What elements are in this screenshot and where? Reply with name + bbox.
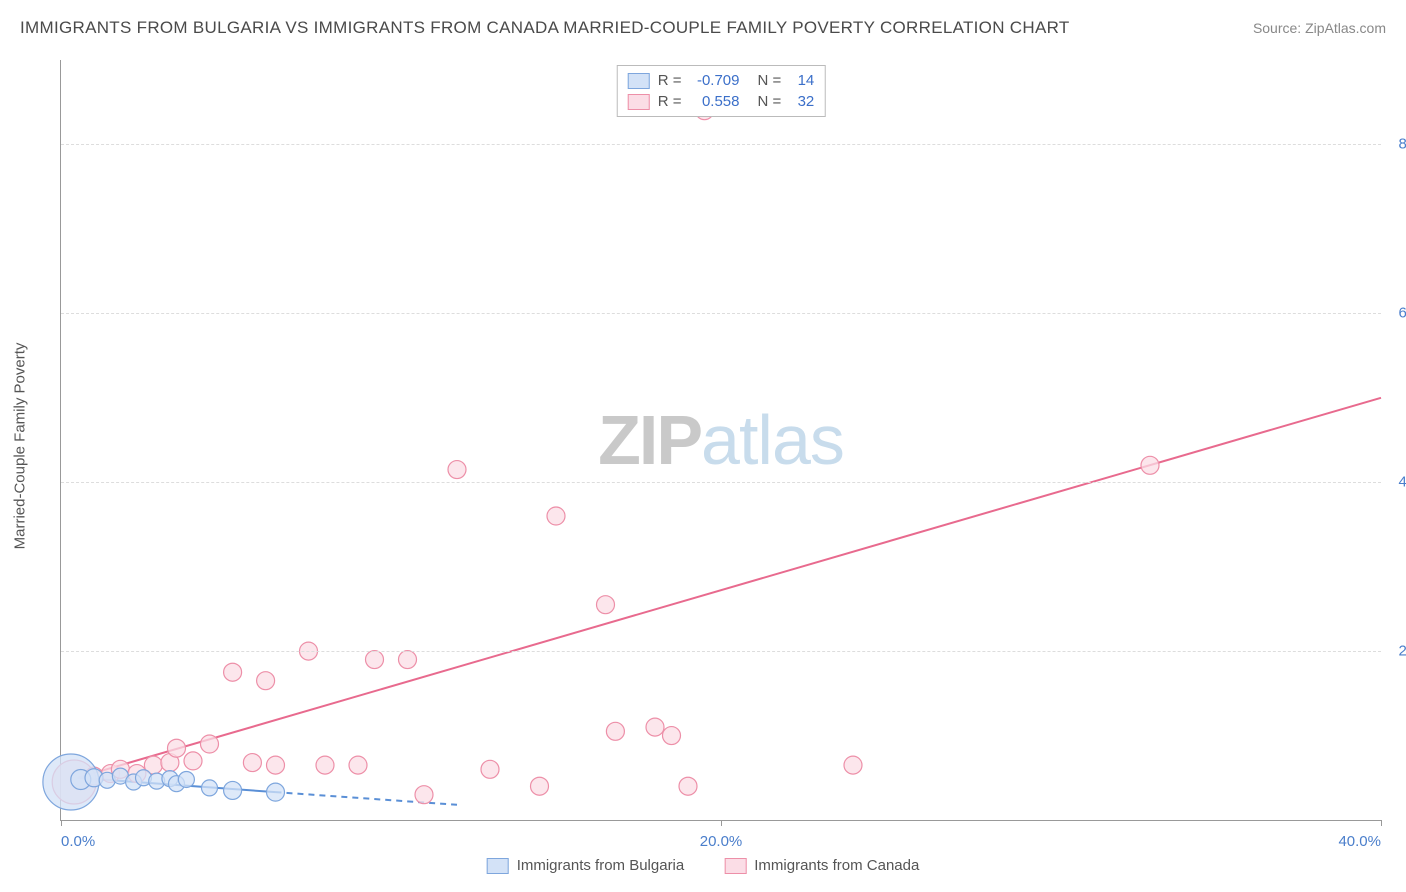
legend-swatch-pink [628,94,650,110]
x-tick [61,820,62,826]
legend-item-blue: Immigrants from Bulgaria [487,857,685,874]
chart-title: IMMIGRANTS FROM BULGARIA VS IMMIGRANTS F… [20,18,1070,38]
legend-r-pink: 0.558 [690,91,740,112]
legend-label-blue: Immigrants from Bulgaria [517,857,685,874]
legend-item-pink: Immigrants from Canada [724,857,919,874]
correlation-legend: R = -0.709 N = 14 R = 0.558 N = 32 [617,65,826,117]
scatter-svg [61,60,1381,820]
legend-n-blue: 14 [789,70,814,91]
legend-r-blue: -0.709 [690,70,740,91]
x-tick-label: 40.0% [1338,833,1381,850]
grid-line [61,144,1381,145]
chart-plot-area: ZIPatlas R = -0.709 N = 14 R = 0.558 N =… [60,60,1381,821]
legend-n-label: N = [758,70,782,91]
x-tick-label: 0.0% [61,833,95,850]
y-tick-label: 60.0% [1398,305,1406,322]
legend-row-blue: R = -0.709 N = 14 [628,70,815,91]
legend-n-pink: 32 [789,91,814,112]
legend-swatch-blue [487,858,509,874]
legend-row-pink: R = 0.558 N = 32 [628,91,815,112]
source-label: Source: ZipAtlas.com [1253,20,1386,36]
grid-line [61,482,1381,483]
y-tick-label: 20.0% [1398,643,1406,660]
x-tick-label: 20.0% [700,833,743,850]
y-tick-label: 80.0% [1398,136,1406,153]
legend-swatch-blue [628,73,650,89]
y-tick-label: 40.0% [1398,474,1406,491]
legend-r-label: R = [658,70,682,91]
grid-line [61,651,1381,652]
legend-label-pink: Immigrants from Canada [754,857,919,874]
series-legend: Immigrants from Bulgaria Immigrants from… [487,857,920,874]
y-axis-label: Married-Couple Family Poverty [12,343,29,550]
legend-swatch-pink [724,858,746,874]
x-tick [721,820,722,826]
legend-n-label: N = [758,91,782,112]
legend-r-label: R = [658,91,682,112]
x-tick [1381,820,1382,826]
grid-line [61,313,1381,314]
